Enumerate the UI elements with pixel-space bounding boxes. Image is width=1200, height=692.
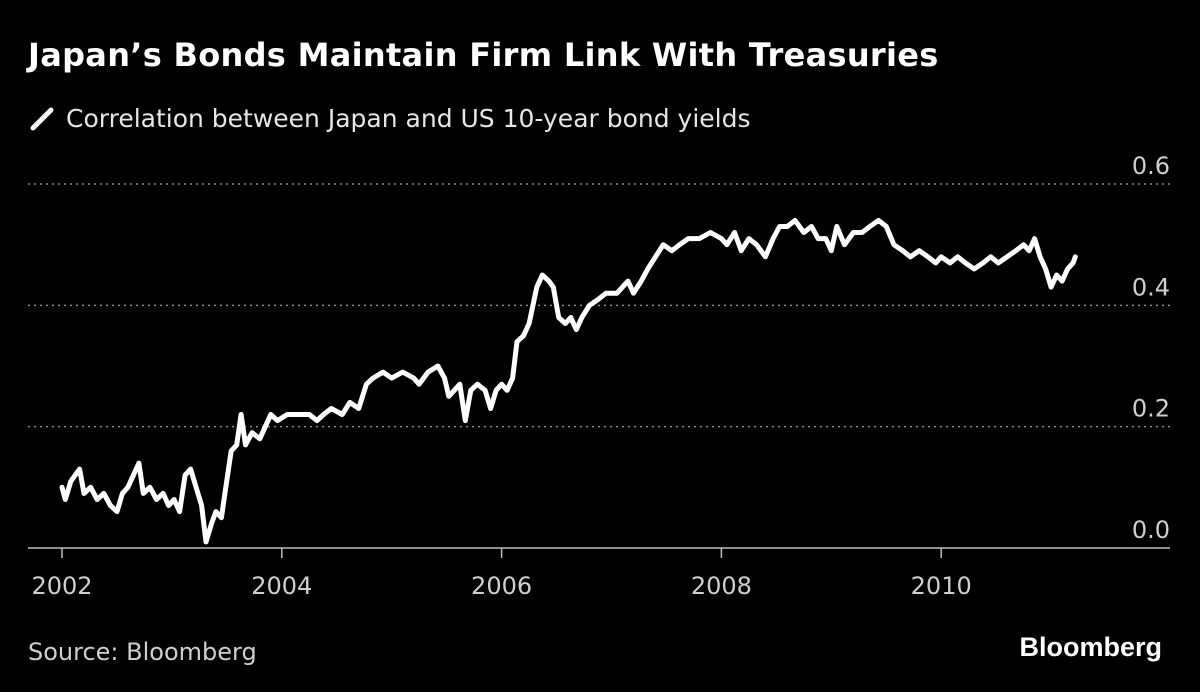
x-tick-label: 2010 xyxy=(911,572,972,600)
x-tick-label: 2002 xyxy=(31,572,92,600)
x-tick-label: 2006 xyxy=(471,572,532,600)
x-tick-label: 2008 xyxy=(691,572,752,600)
x-tick-label: 2004 xyxy=(251,572,312,600)
legend-line-icon xyxy=(30,107,54,130)
source-note: Source: Bloomberg xyxy=(28,638,257,666)
y-tick-label: 0.6 xyxy=(1132,152,1170,180)
series-line xyxy=(59,217,1078,545)
chart-title: Japan’s Bonds Maintain Firm Link With Tr… xyxy=(28,36,939,74)
bloomberg-logo: Bloomberg xyxy=(1019,632,1162,662)
x-axis-ticks: 2002 2004 2006 2008 2010 xyxy=(31,548,972,600)
gridlines xyxy=(28,183,1170,428)
y-tick-label: 0.0 xyxy=(1132,516,1170,544)
y-tick-label: 0.2 xyxy=(1132,395,1170,423)
legend: Correlation between Japan and US 10-year… xyxy=(28,104,751,133)
y-tick-label: 0.4 xyxy=(1132,273,1170,301)
legend-label: Correlation between Japan and US 10-year… xyxy=(66,104,751,133)
y-axis-labels: 0.0 0.2 0.4 0.6 xyxy=(1132,152,1170,544)
